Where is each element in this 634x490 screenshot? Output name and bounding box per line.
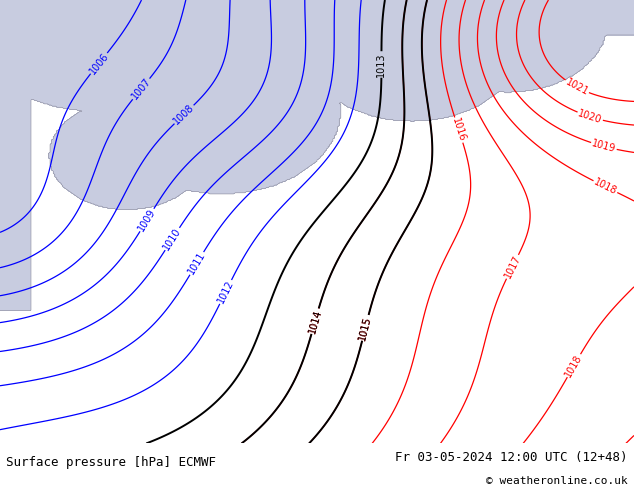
Text: 1006: 1006: [87, 50, 110, 76]
Text: 1009: 1009: [136, 207, 158, 233]
Text: Surface pressure [hPa] ECMWF: Surface pressure [hPa] ECMWF: [6, 456, 216, 468]
Text: Fr 03-05-2024 12:00 UTC (12+48): Fr 03-05-2024 12:00 UTC (12+48): [395, 451, 628, 464]
Text: 1020: 1020: [577, 108, 604, 125]
Text: 1010: 1010: [162, 226, 183, 252]
Text: 1014: 1014: [307, 308, 323, 334]
Text: 1014: 1014: [307, 308, 323, 334]
Text: 1015: 1015: [358, 315, 373, 341]
Text: 1016: 1016: [450, 117, 467, 143]
Text: 1012: 1012: [216, 279, 236, 305]
Text: 1017: 1017: [503, 253, 522, 280]
Text: 1018: 1018: [564, 352, 585, 379]
Text: 1008: 1008: [172, 102, 197, 126]
Text: 1015: 1015: [358, 315, 373, 341]
Text: 1019: 1019: [591, 138, 617, 154]
Text: 1018: 1018: [592, 177, 619, 196]
Text: 1013: 1013: [377, 52, 387, 77]
Text: 1021: 1021: [564, 77, 590, 98]
Text: 1007: 1007: [129, 76, 153, 101]
Text: 1011: 1011: [186, 250, 207, 276]
Text: © weatheronline.co.uk: © weatheronline.co.uk: [486, 476, 628, 486]
